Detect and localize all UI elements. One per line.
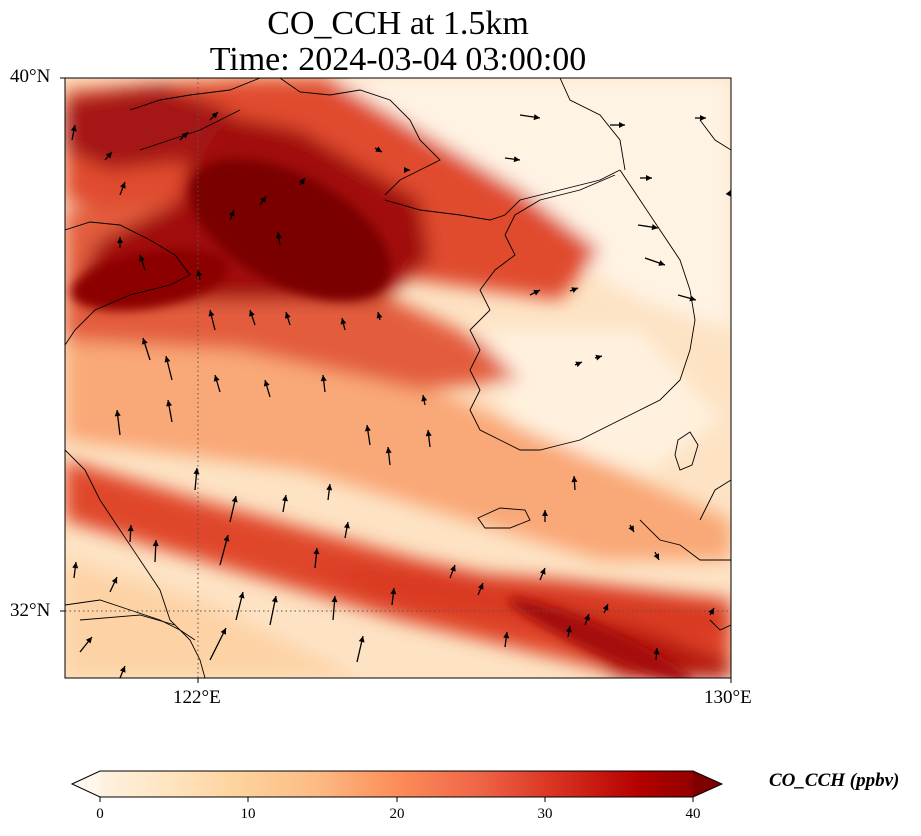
wind-vector-head xyxy=(127,525,134,532)
wind-vector-head xyxy=(114,410,121,417)
wind-vector-head xyxy=(282,495,288,502)
lon-label-122e: 122°E xyxy=(173,687,221,708)
wind-vector-head xyxy=(166,400,173,407)
wind-vector-head xyxy=(358,636,365,643)
colorbar xyxy=(70,770,724,802)
plot-subtitle: Time: 2024-03-04 03:00:00 xyxy=(209,41,587,78)
wind-vector-head xyxy=(181,132,188,139)
wind-vector-head xyxy=(208,310,215,317)
lon-label-130e: 130°E xyxy=(704,687,752,708)
wind-vector-head xyxy=(220,628,226,635)
wind-vector-head xyxy=(211,112,218,119)
wind-vector-head xyxy=(571,287,578,293)
wind-vector-head xyxy=(646,175,652,181)
wind-vectors xyxy=(70,111,731,678)
wind-vector-head xyxy=(213,375,220,382)
wind-vector-head xyxy=(425,430,432,437)
wind-vector-head xyxy=(340,318,347,325)
coastlines xyxy=(65,78,731,678)
wind-vector-head xyxy=(326,484,333,491)
wind-vector-head xyxy=(708,608,714,615)
colorbar-tick-30: 30 xyxy=(537,806,553,822)
plot-title: CO_CCH at 1.5km xyxy=(267,5,529,42)
wind-vector-head xyxy=(595,354,602,361)
wind-vector-head xyxy=(260,196,266,203)
wind-vector-head xyxy=(275,232,282,239)
lat-label-32n: 32°N xyxy=(10,600,51,621)
map-border xyxy=(64,77,732,679)
wind-vector-head xyxy=(117,237,123,243)
wind-vector-head xyxy=(320,375,327,382)
wind-vector-head xyxy=(263,380,270,387)
wind-vector-head xyxy=(571,476,578,483)
wind-vector-head xyxy=(376,312,383,319)
co-concentration-field xyxy=(65,78,731,678)
wind-vector-head xyxy=(141,338,148,345)
wind-vector-head xyxy=(111,577,118,584)
wind-vector-head xyxy=(619,122,625,128)
wind-vector-head xyxy=(542,510,548,516)
wind-vector-head xyxy=(602,604,609,611)
wind-vector-head xyxy=(119,666,126,673)
colorbar-tick-40: 40 xyxy=(685,806,701,822)
wind-vector-head xyxy=(223,535,230,542)
colorbar-tick-10: 10 xyxy=(240,806,256,822)
wind-vector-head xyxy=(331,596,338,603)
wind-vector-head xyxy=(565,626,572,633)
wind-vector-head xyxy=(539,568,546,575)
lat-label-40n: 40°N xyxy=(10,66,51,87)
wind-vector-head xyxy=(700,115,706,121)
wind-vector-head xyxy=(164,356,171,363)
gridlines xyxy=(65,78,731,678)
wind-vector-head xyxy=(533,290,540,296)
wind-vector-head xyxy=(105,152,112,159)
wind-vector-head xyxy=(193,468,200,475)
wind-vector-head xyxy=(238,592,245,599)
colorbar-title: CO_CCH (ppbv) xyxy=(769,770,900,791)
wind-vector-head xyxy=(503,632,510,639)
wind-vector-head xyxy=(231,496,238,503)
wind-vector-head xyxy=(421,395,428,402)
wind-vector-head xyxy=(628,525,634,532)
wind-vector-head xyxy=(390,588,397,595)
wind-vector-head xyxy=(575,361,582,368)
wind-vector-head xyxy=(249,310,255,317)
axis-ticks xyxy=(60,77,732,683)
wind-vector-head xyxy=(689,295,696,302)
wind-vector-head xyxy=(513,156,520,163)
wind-vector-head xyxy=(313,548,320,555)
wind-vector-head xyxy=(653,553,659,560)
wind-vector-head xyxy=(343,522,350,529)
wind-vector-head xyxy=(152,540,159,547)
wind-vector-head xyxy=(196,270,203,277)
wind-vector-head xyxy=(364,425,371,432)
wind-vector-head xyxy=(651,224,658,231)
wind-vector-head xyxy=(375,146,382,152)
wind-vector-head xyxy=(72,562,79,569)
wind-vector-head xyxy=(584,614,590,621)
wind-vector-head xyxy=(477,583,484,590)
wind-vector-head xyxy=(271,596,278,603)
wind-vector-head xyxy=(404,167,410,173)
wind-vector-head xyxy=(228,210,235,217)
wind-vector-head xyxy=(299,178,305,185)
wind-vector-head xyxy=(120,182,126,189)
wind-vector-head xyxy=(653,648,660,655)
colorbar-tick-20: 20 xyxy=(389,806,405,822)
wind-vector-head xyxy=(450,565,456,572)
wind-vector-head xyxy=(725,190,731,197)
wind-vector-head xyxy=(284,312,291,319)
colorbar-tick-0: 0 xyxy=(96,806,104,822)
wind-vector-head xyxy=(70,125,77,132)
wind-vector-head xyxy=(658,260,665,266)
wind-vector-head xyxy=(139,255,145,262)
wind-vector-head xyxy=(533,114,540,121)
wind-vector-head xyxy=(385,447,392,454)
wind-vector-head xyxy=(85,637,92,644)
